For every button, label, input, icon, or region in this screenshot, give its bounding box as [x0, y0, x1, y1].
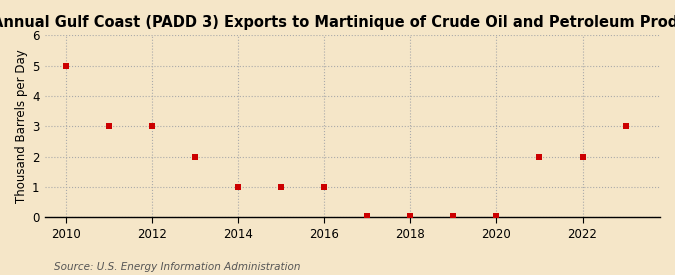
Point [534, 155, 545, 159]
Point [448, 214, 459, 218]
Point [104, 124, 115, 128]
Point [233, 185, 244, 189]
Point [491, 214, 502, 218]
Point [362, 214, 373, 218]
Point [276, 185, 287, 189]
Text: Source: U.S. Energy Information Administration: Source: U.S. Energy Information Administ… [54, 262, 300, 272]
Point [620, 124, 631, 128]
Title: Annual Gulf Coast (PADD 3) Exports to Martinique of Crude Oil and Petroleum Prod: Annual Gulf Coast (PADD 3) Exports to Ma… [0, 15, 675, 30]
Point [319, 185, 329, 189]
Point [146, 124, 157, 128]
Y-axis label: Thousand Barrels per Day: Thousand Barrels per Day [15, 50, 28, 203]
Point [405, 214, 416, 218]
Point [577, 155, 588, 159]
Point [61, 64, 72, 68]
Point [190, 155, 200, 159]
